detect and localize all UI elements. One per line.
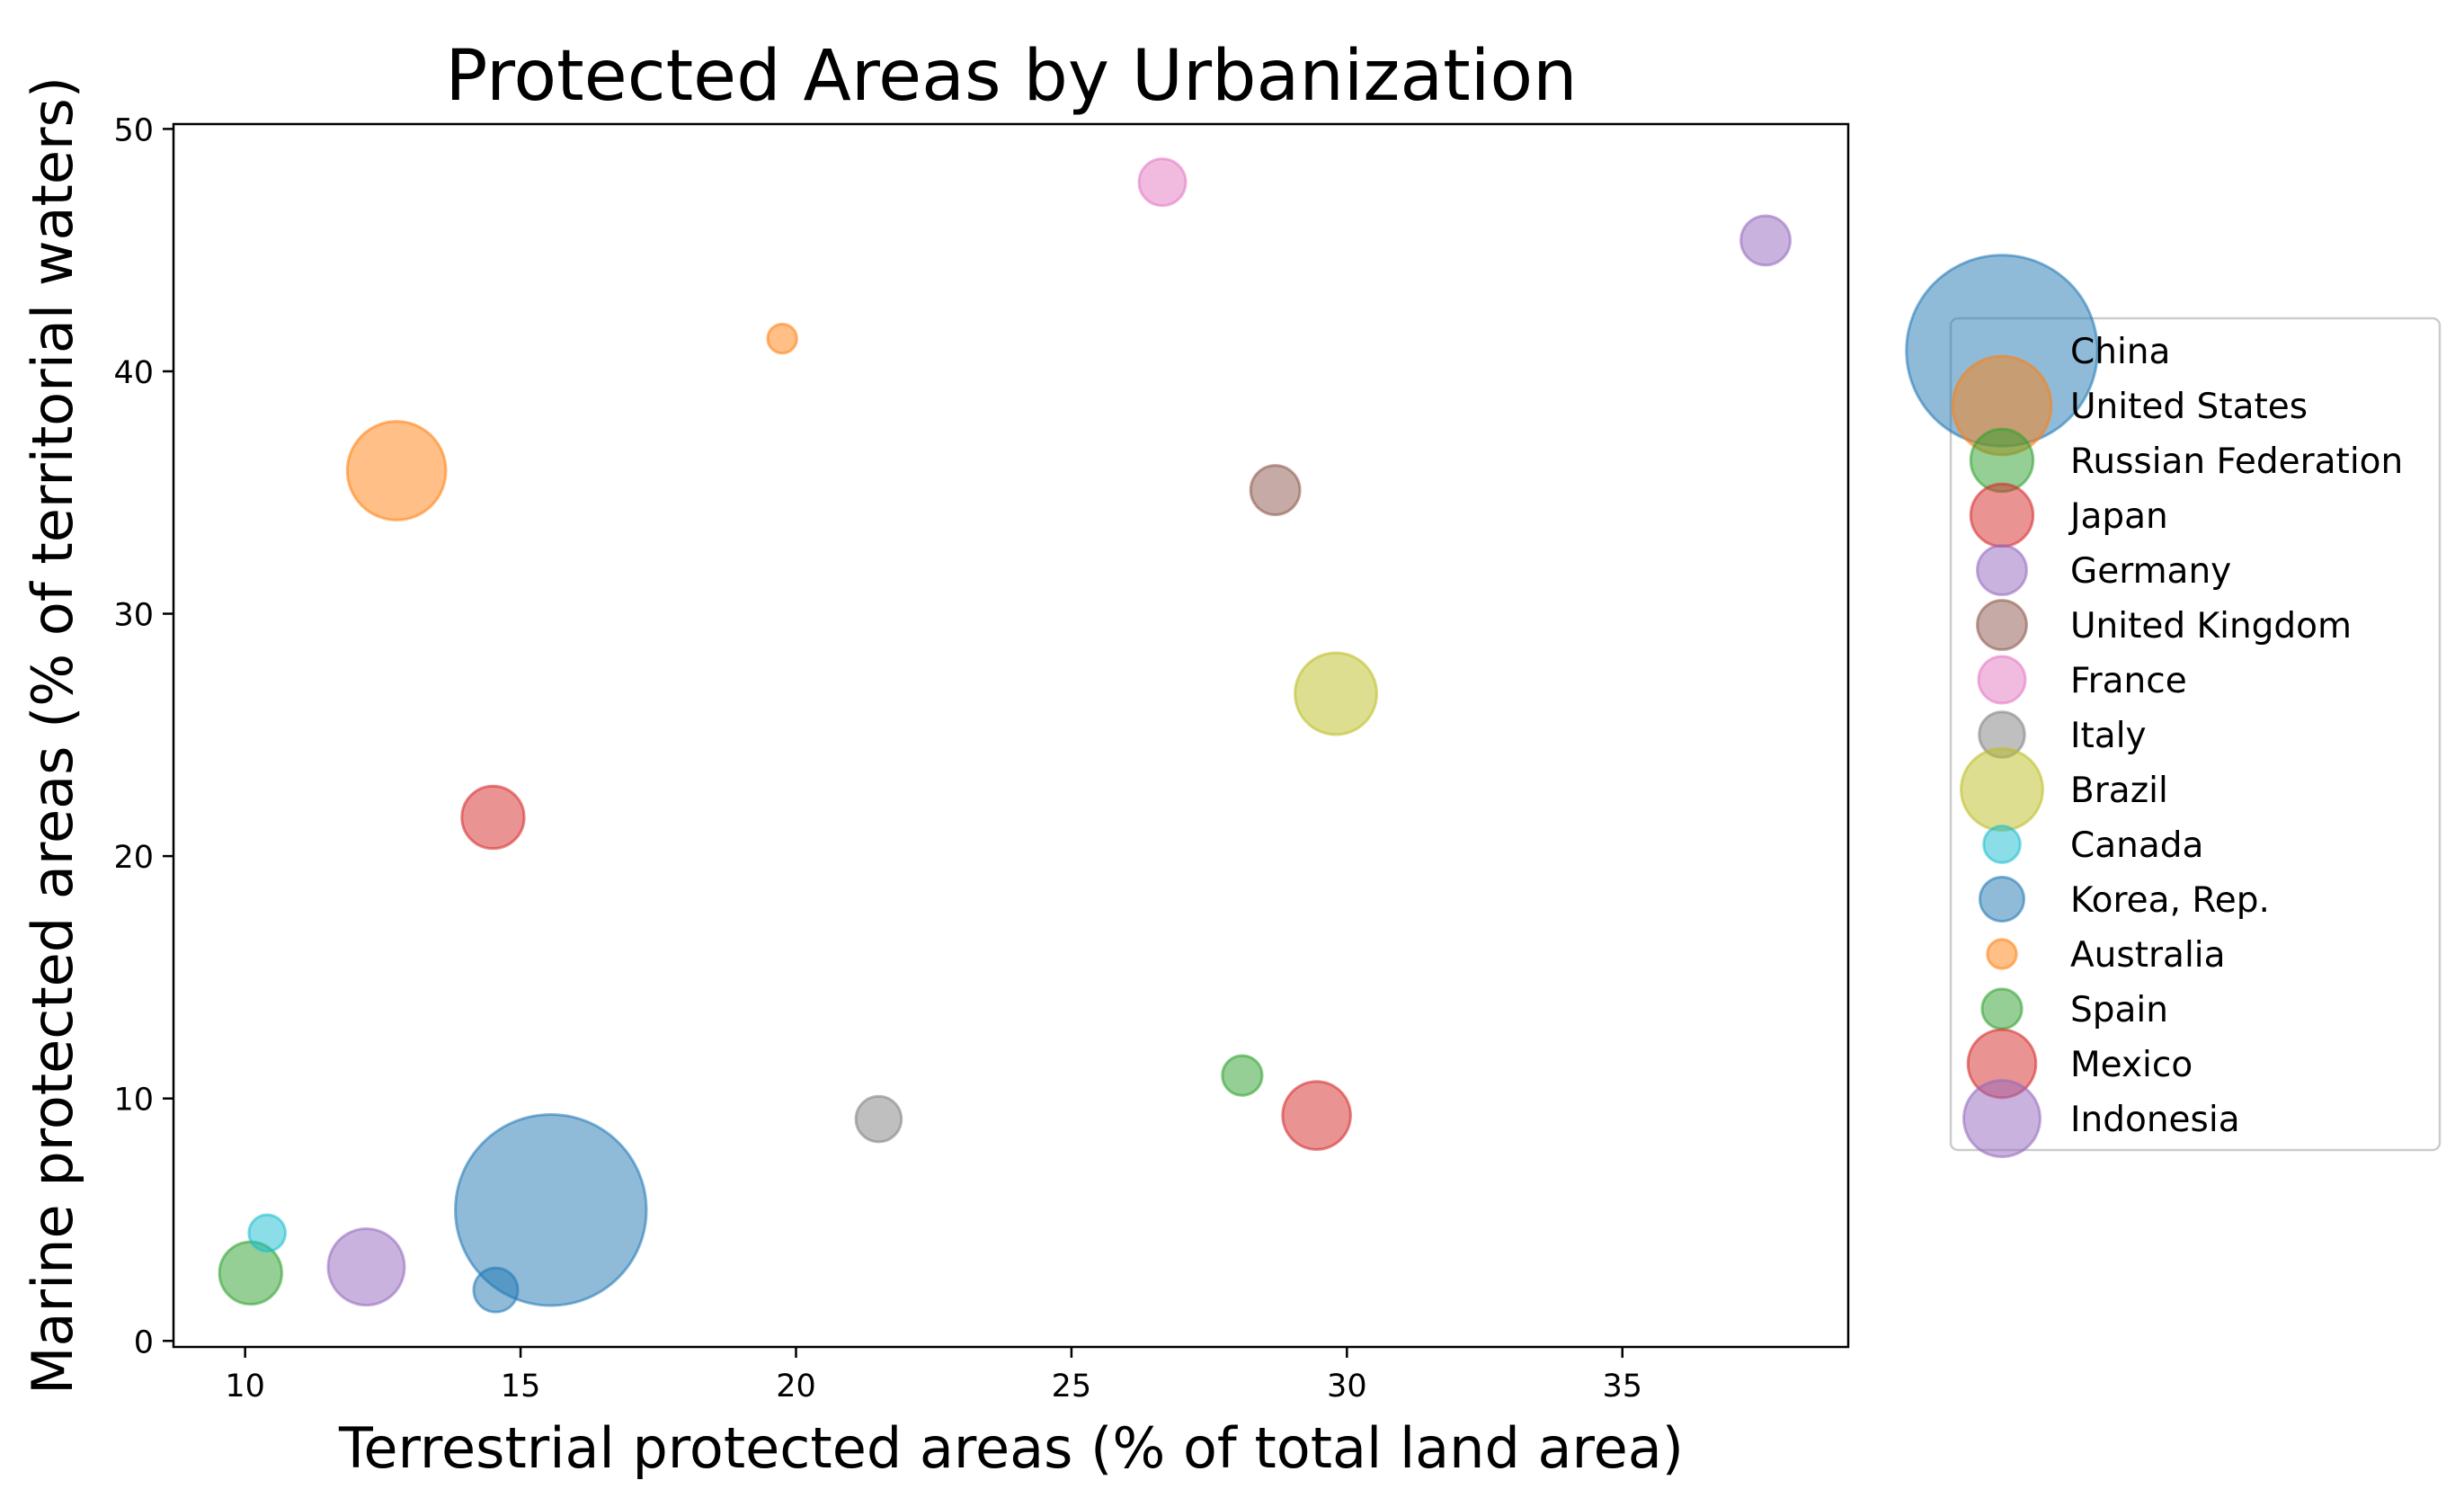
x-tick-label: 20	[776, 1369, 816, 1404]
y-axis-ticks: 0 10 20 30 40 50	[113, 112, 173, 1360]
legend-marker-russian-federation	[1969, 427, 2035, 494]
legend-marker-indonesia	[1962, 1079, 2041, 1158]
chart-title: Protected Areas by Urbanization	[445, 36, 1577, 117]
point-brazil	[1294, 651, 1379, 736]
point-germany	[1739, 214, 1792, 267]
point-spain	[1221, 1054, 1264, 1097]
legend-label-indonesia: Indonesia	[2070, 1100, 2240, 1140]
legend-marker-spain	[1980, 987, 2024, 1030]
point-mexico	[1281, 1080, 1352, 1151]
legend-label-russian-federation: Russian Federation	[2070, 441, 2403, 482]
legend-label-italy: Italy	[2070, 716, 2147, 756]
point-korea-rep	[472, 1266, 520, 1314]
x-tick-label: 10	[225, 1369, 265, 1404]
point-united-kingdom	[1249, 464, 1302, 516]
y-axis-label: Marine protected areas (% of territorial…	[20, 76, 85, 1395]
legend-label-china: China	[2070, 332, 2170, 372]
legend-marker-france	[1977, 655, 2027, 705]
legend-marker-united-kingdom	[1976, 599, 2028, 651]
x-tick-label: 25	[1052, 1369, 1092, 1404]
plot-frame	[172, 122, 1850, 1349]
y-tick-label: 20	[113, 840, 154, 876]
point-canada	[247, 1213, 288, 1253]
legend-label-germany: Germany	[2070, 551, 2231, 592]
x-axis-ticks: 10 15 20 25 30 35	[225, 1347, 1642, 1404]
x-tick-label: 30	[1327, 1369, 1367, 1404]
legend-label-france: France	[2070, 661, 2187, 701]
y-tick-label: 10	[113, 1083, 154, 1119]
legend-marker-canada	[1982, 825, 2022, 864]
legend-marker-australia	[1986, 938, 2018, 970]
legend-marker-korea-rep	[1978, 875, 2026, 923]
legend-label-brazil: Brazil	[2070, 771, 2168, 811]
point-indonesia	[326, 1227, 406, 1307]
legend-label-canada: Canada	[2070, 825, 2203, 866]
legend-marker-japan	[1969, 482, 2035, 548]
legend-label-korea-rep: Korea, Rep.	[2070, 880, 2270, 921]
point-italy	[854, 1094, 903, 1144]
x-axis-label: Terrestrial protected areas (% of total …	[338, 1415, 1684, 1481]
point-japan	[460, 784, 526, 851]
legend-label-japan: Japan	[2068, 496, 2168, 537]
legend-label-spain: Spain	[2070, 990, 2168, 1030]
legend-label-mexico: Mexico	[2070, 1045, 2193, 1085]
plot-area	[218, 157, 1792, 1314]
legend-frame	[1949, 317, 2442, 1152]
y-tick-label: 50	[113, 112, 154, 148]
x-tick-label: 35	[1602, 1369, 1642, 1404]
legend-label-australia: Australia	[2070, 935, 2226, 976]
legend: China United States Russian Federation Japa…	[1905, 254, 2442, 1158]
y-tick-label: 40	[113, 355, 154, 391]
legend-marker-germany	[1976, 544, 2028, 596]
point-united-states	[345, 420, 448, 522]
legend-label-united-kingdom: United Kingdom	[2070, 606, 2352, 646]
legend-label-united-states: United States	[2070, 387, 2308, 427]
point-australia	[766, 322, 798, 355]
x-tick-label: 15	[501, 1369, 541, 1404]
legend-marker-brazil	[1960, 747, 2044, 832]
point-france	[1137, 157, 1188, 208]
y-tick-label: 30	[113, 598, 154, 634]
y-tick-label: 0	[134, 1324, 154, 1360]
point-china	[454, 1112, 648, 1307]
